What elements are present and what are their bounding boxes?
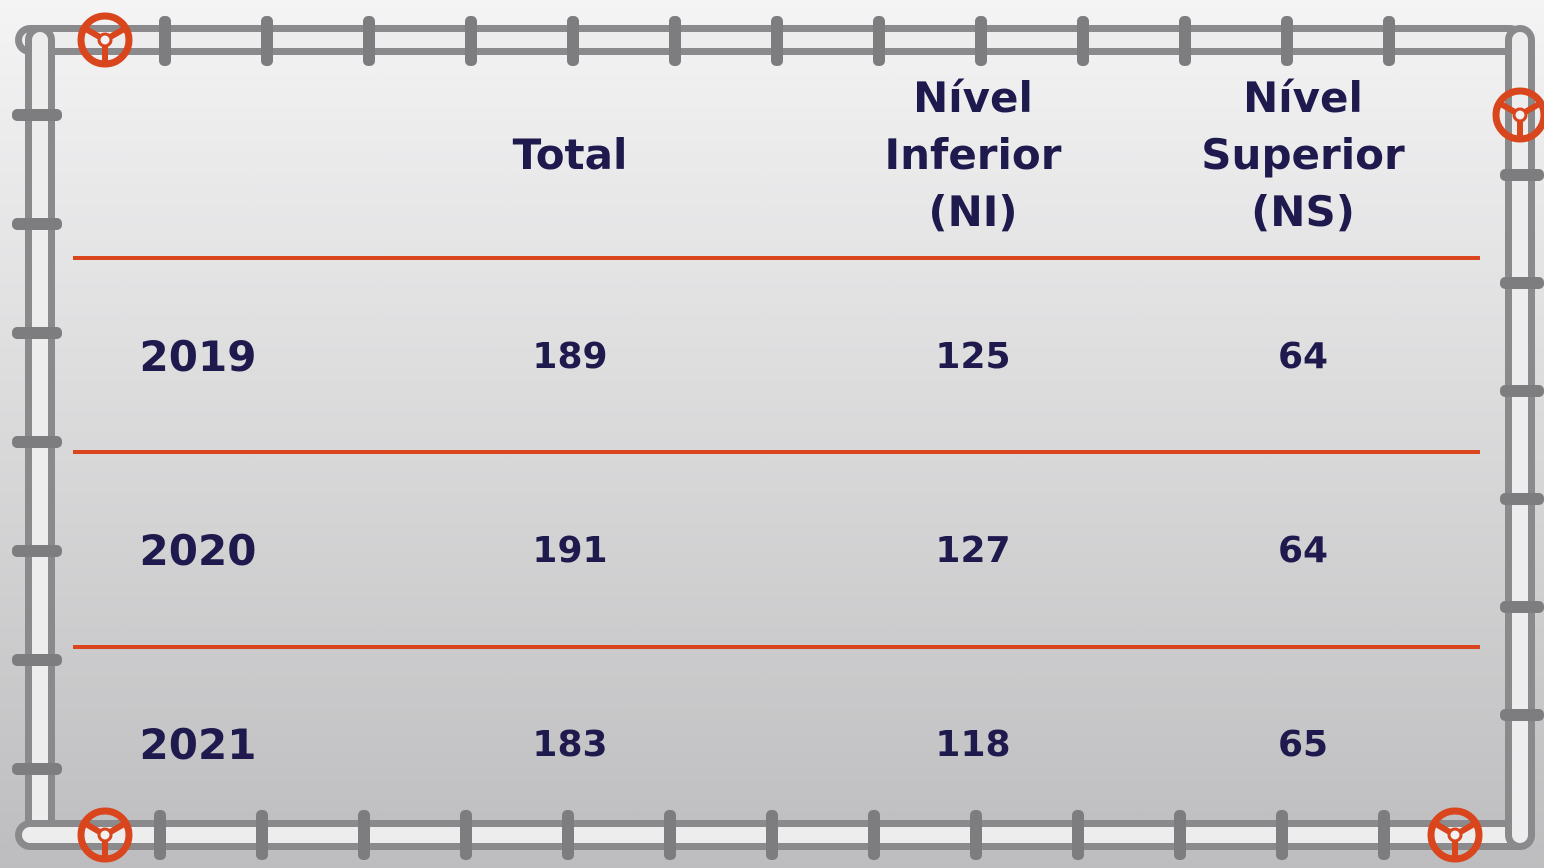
- joint: [771, 16, 783, 66]
- cell: 118: [823, 715, 1123, 775]
- joint: [1276, 810, 1288, 860]
- valve-hub: [99, 34, 111, 46]
- joint: [868, 810, 880, 860]
- joint: [1077, 16, 1089, 66]
- joint: [1500, 169, 1544, 181]
- valve-hub: [99, 829, 111, 841]
- joint: [12, 436, 62, 448]
- joint: [12, 654, 62, 666]
- cell: 191: [420, 521, 720, 581]
- joint: [975, 16, 987, 66]
- page: Total Nível Inferior (NI) Nível Superior…: [0, 0, 1544, 868]
- joint: [261, 16, 273, 66]
- joint: [970, 810, 982, 860]
- row-label: 2021: [48, 715, 348, 775]
- cell: 189: [420, 327, 720, 387]
- joint: [1500, 385, 1544, 397]
- joint: [1500, 601, 1544, 613]
- valve-hub: [1514, 109, 1526, 121]
- joint: [1500, 709, 1544, 721]
- joint: [1281, 16, 1293, 66]
- cell: 127: [823, 521, 1123, 581]
- header-cell: Nível Inferior (NI): [863, 68, 1083, 240]
- joint: [1500, 277, 1544, 289]
- joint: [1179, 16, 1191, 66]
- cell: 65: [1153, 715, 1453, 775]
- row-label: 2019: [48, 327, 348, 387]
- joint: [159, 16, 171, 66]
- cell: 183: [420, 715, 720, 775]
- joint: [363, 16, 375, 66]
- joint: [256, 810, 268, 860]
- joint: [460, 810, 472, 860]
- joint: [562, 810, 574, 860]
- joint: [1500, 493, 1544, 505]
- joint: [12, 109, 62, 121]
- joint: [358, 810, 370, 860]
- valve-hub: [1449, 829, 1461, 841]
- cell: 64: [1153, 521, 1453, 581]
- joint: [1072, 810, 1084, 860]
- header-cell: Nível Superior (NS): [1183, 68, 1423, 240]
- joint: [1378, 810, 1390, 860]
- cell: 125: [823, 327, 1123, 387]
- joint: [567, 16, 579, 66]
- joint: [873, 16, 885, 66]
- joint: [664, 810, 676, 860]
- joint: [1174, 810, 1186, 860]
- joint: [154, 810, 166, 860]
- joint: [1383, 16, 1395, 66]
- cell: 64: [1153, 327, 1453, 387]
- joint: [766, 810, 778, 860]
- joint: [12, 218, 62, 230]
- header-cell: Total: [420, 68, 720, 240]
- joint: [465, 16, 477, 66]
- row-label: 2020: [48, 521, 348, 581]
- joint: [669, 16, 681, 66]
